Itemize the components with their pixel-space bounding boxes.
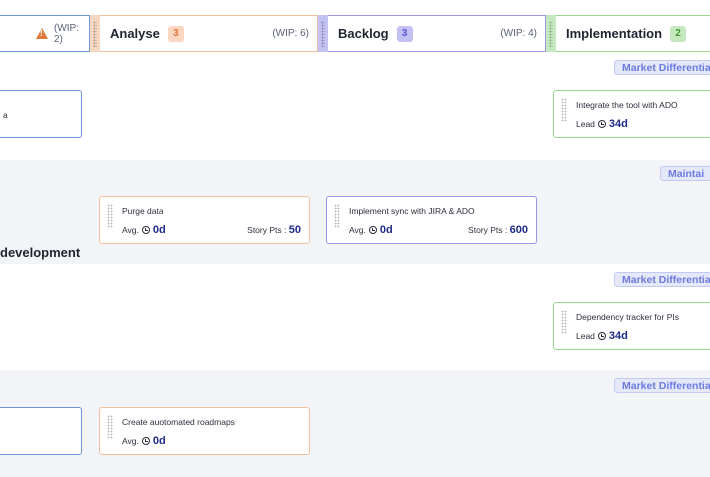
card-meta: Lead 34d (576, 330, 706, 342)
clock-icon (368, 226, 377, 234)
card-metric-value: 34d (608, 330, 628, 342)
story-points-label: Story Pts : (468, 225, 508, 235)
swimlane-4: Market Differentia Create auotomated roa… (0, 370, 710, 477)
task-card[interactable]: Implement sync with JIRA & ADO Avg. 0d S… (326, 196, 537, 244)
drag-handle-icon[interactable] (107, 415, 113, 439)
card-metric-value: 34d (608, 118, 628, 130)
task-card[interactable]: Dependency tracker for PIs Lead 34d (553, 302, 710, 350)
card-metric-label: Avg. (122, 436, 139, 446)
card-title: Create auotomated roadmaps (122, 417, 235, 427)
column-count-badge: 3 (167, 25, 184, 42)
drag-handle-icon[interactable] (334, 204, 340, 228)
story-points-value: 600 (509, 224, 528, 236)
card-meta: Avg. 0d (122, 435, 301, 447)
card-metric-value: 0d (152, 435, 166, 447)
drag-handle-icon[interactable] (561, 310, 567, 334)
lane-tag: Market Differentia (614, 60, 710, 75)
clock-icon (597, 332, 606, 340)
column-wip-limit: (WIP: 4) (500, 28, 537, 39)
card-metric-label: Lead (576, 119, 595, 129)
clock-icon (597, 120, 606, 128)
drag-handle-icon[interactable] (107, 204, 113, 228)
story-points: Story Pts : 50 (247, 224, 301, 236)
story-points-label: Story Pts : (247, 225, 287, 235)
swimlane-2: Maintai Purge data Avg. 0d Story Pts : 5… (0, 160, 710, 264)
task-card[interactable]: Purge data Avg. 0d Story Pts : 50 (99, 196, 310, 244)
card-meta: Avg. 0d Story Pts : 50 (122, 224, 301, 236)
clock-icon (141, 226, 150, 234)
column-header-prev[interactable]: (WIP: 2) (0, 15, 90, 52)
column-header-backlog[interactable]: Backlog 3 (WIP: 4) (318, 15, 546, 52)
card-metric-label: Avg. (122, 225, 139, 235)
card-metric-label: Avg. (349, 225, 366, 235)
lane-tag: Maintai (660, 166, 710, 181)
card-title: Integrate the tool with ADO (576, 100, 678, 110)
card-meta: Avg. 0d Story Pts : 600 (349, 224, 528, 236)
card-title: a (3, 110, 8, 120)
clock-icon (141, 437, 150, 445)
column-count-badge: 3 (396, 25, 413, 42)
column-title: Implementation (566, 26, 663, 41)
column-count-badge: 2 (670, 25, 687, 42)
column-wip-limit: (WIP: 6) (272, 28, 309, 39)
drag-handle-icon[interactable] (561, 98, 567, 122)
drag-handle-icon[interactable] (546, 15, 556, 52)
task-card[interactable]: Create auotomated roadmaps Avg. 0d (99, 407, 310, 455)
task-card[interactable] (0, 407, 82, 455)
lane-title: development (0, 245, 81, 260)
column-header-implementation[interactable]: Implementation 2 (546, 15, 710, 52)
swimlane-1: Market Differentia a Integrate the tool … (0, 58, 710, 160)
card-metric-value: 0d (152, 224, 166, 236)
card-meta: Lead 34d (576, 118, 706, 130)
drag-handle-icon[interactable] (318, 15, 328, 52)
swimlane-3: development Market Differentia Dependenc… (0, 245, 710, 370)
column-title: Analyse (110, 26, 160, 41)
task-card[interactable]: Integrate the tool with ADO Lead 34d (553, 90, 710, 138)
card-title: Dependency tracker for PIs (576, 312, 679, 322)
column-header-analyse[interactable]: Analyse 3 (WIP: 6) (90, 15, 318, 52)
column-title: Backlog (338, 26, 389, 41)
lane-tag: Market Differentia (614, 378, 710, 393)
task-card[interactable]: a (0, 90, 82, 138)
card-metric-label: Lead (576, 331, 595, 341)
drag-handle-icon[interactable] (90, 15, 100, 52)
lane-tag: Market Differentia (614, 272, 710, 287)
warning-triangle-icon (36, 28, 48, 39)
card-title: Implement sync with JIRA & ADO (349, 206, 475, 216)
story-points: Story Pts : 600 (468, 224, 528, 236)
story-points-value: 50 (288, 224, 301, 236)
card-title: Purge data (122, 206, 164, 216)
card-metric-value: 0d (379, 224, 393, 236)
column-wip-limit: (WIP: 2) (54, 22, 79, 45)
